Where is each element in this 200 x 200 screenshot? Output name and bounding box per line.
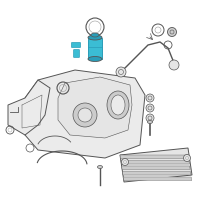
Ellipse shape: [148, 120, 153, 123]
Circle shape: [146, 94, 154, 102]
Polygon shape: [58, 77, 132, 138]
Polygon shape: [120, 155, 189, 158]
Polygon shape: [123, 177, 192, 180]
Polygon shape: [121, 160, 189, 164]
Circle shape: [168, 27, 177, 36]
Ellipse shape: [98, 166, 102, 168]
FancyBboxPatch shape: [74, 50, 79, 57]
Polygon shape: [88, 38, 102, 59]
FancyBboxPatch shape: [72, 43, 80, 47]
Polygon shape: [122, 166, 190, 170]
Circle shape: [73, 103, 97, 127]
Polygon shape: [8, 80, 50, 135]
Circle shape: [184, 154, 190, 162]
Polygon shape: [25, 70, 145, 158]
Circle shape: [146, 114, 154, 122]
Circle shape: [169, 60, 179, 70]
Circle shape: [146, 104, 154, 112]
Circle shape: [122, 158, 128, 166]
Circle shape: [78, 108, 92, 122]
Polygon shape: [122, 171, 191, 175]
Circle shape: [116, 67, 126, 77]
Ellipse shape: [107, 91, 129, 119]
Ellipse shape: [91, 33, 99, 37]
Polygon shape: [120, 148, 192, 182]
Ellipse shape: [88, 35, 102, 40]
Ellipse shape: [111, 95, 125, 115]
Ellipse shape: [88, 56, 102, 62]
